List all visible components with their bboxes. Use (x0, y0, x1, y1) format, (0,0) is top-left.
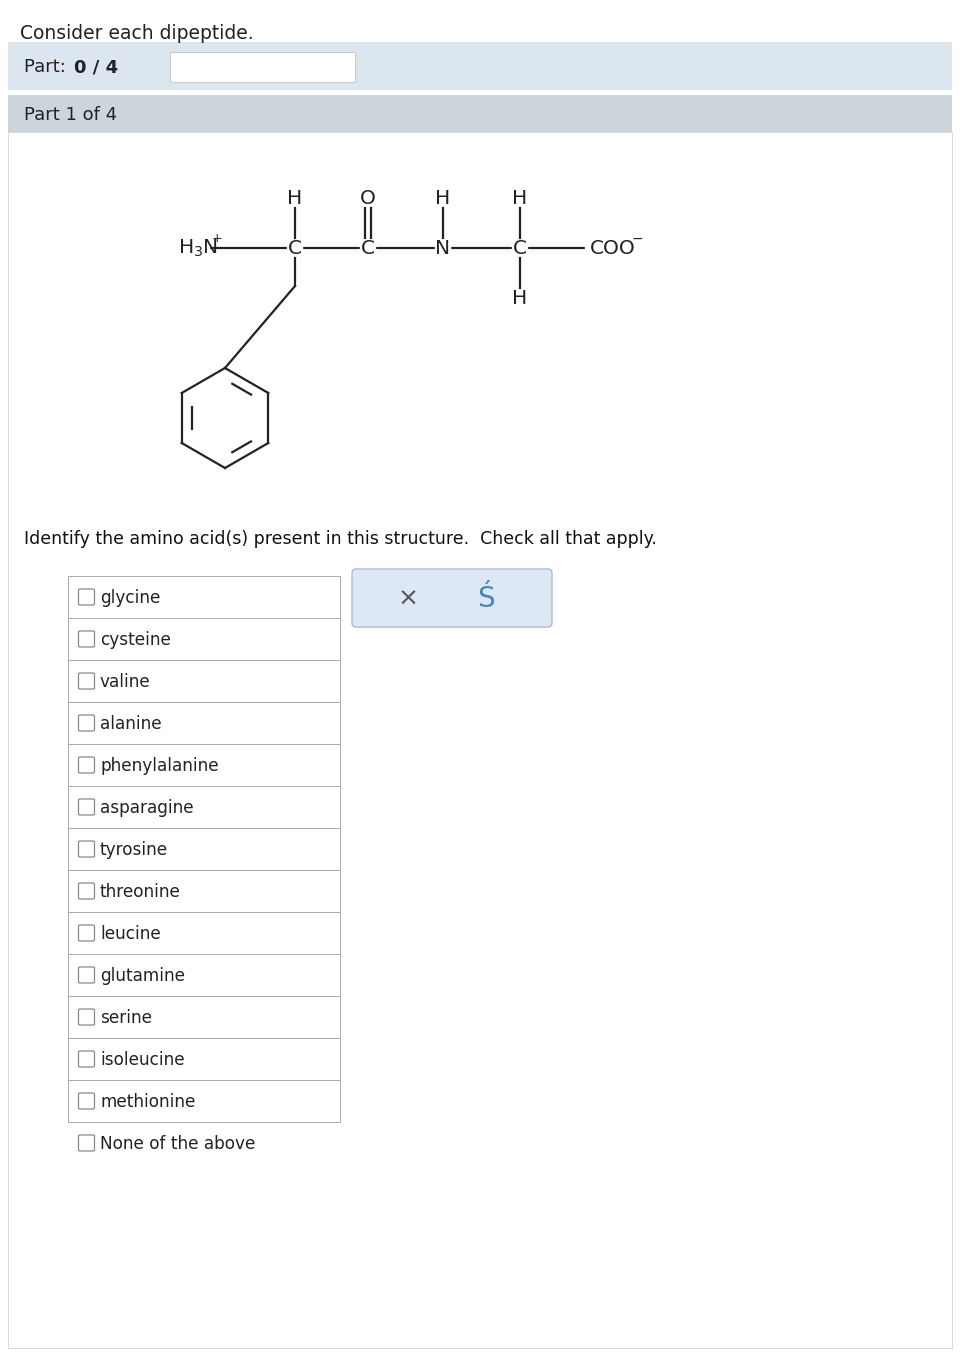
Text: ×: × (397, 588, 419, 611)
Text: glutamine: glutamine (100, 967, 185, 984)
Bar (68, 701, 340, 743)
Bar (8, 131, 952, 1349)
Text: 0 / 4: 0 / 4 (74, 58, 118, 76)
FancyBboxPatch shape (79, 715, 94, 731)
Text: Consider each dipeptide.: Consider each dipeptide. (20, 24, 253, 43)
FancyBboxPatch shape (79, 631, 94, 647)
Bar (68, 575, 340, 617)
Text: None of the above: None of the above (100, 1135, 255, 1154)
Bar (68, 913, 340, 955)
Text: C: C (288, 238, 302, 257)
Text: serine: serine (100, 1009, 152, 1026)
Bar (68, 1080, 340, 1122)
FancyBboxPatch shape (79, 1135, 94, 1151)
Text: asparagine: asparagine (100, 799, 194, 816)
Text: H: H (513, 288, 528, 307)
Bar (68, 1039, 340, 1080)
FancyBboxPatch shape (79, 673, 94, 689)
Bar (68, 659, 340, 701)
Bar (68, 871, 340, 913)
Text: H$_3$N: H$_3$N (178, 237, 218, 259)
Bar (170, 51, 355, 83)
Text: C: C (513, 238, 527, 257)
FancyBboxPatch shape (79, 1009, 94, 1025)
Text: methionine: methionine (100, 1093, 196, 1112)
Text: C: C (361, 238, 375, 257)
Bar (8, 95, 952, 131)
Text: glycine: glycine (100, 589, 160, 607)
FancyBboxPatch shape (79, 967, 94, 983)
FancyBboxPatch shape (79, 841, 94, 857)
Text: Part:: Part: (24, 58, 72, 76)
Bar (68, 617, 340, 659)
Bar (68, 787, 340, 829)
Bar (68, 743, 340, 787)
FancyBboxPatch shape (79, 799, 94, 815)
Text: Identify the amino acid(s) present in this structure.  Check all that apply.: Identify the amino acid(s) present in th… (24, 529, 657, 548)
Bar (68, 997, 340, 1039)
Bar (68, 955, 340, 997)
FancyBboxPatch shape (79, 1051, 94, 1067)
FancyBboxPatch shape (79, 1093, 94, 1109)
Text: H: H (436, 188, 450, 207)
FancyBboxPatch shape (79, 757, 94, 773)
Text: −: − (632, 232, 643, 246)
Text: COO: COO (590, 238, 636, 257)
Text: isoleucine: isoleucine (100, 1051, 184, 1070)
FancyBboxPatch shape (79, 883, 94, 899)
FancyBboxPatch shape (79, 925, 94, 941)
Text: threonine: threonine (100, 883, 180, 900)
FancyBboxPatch shape (79, 589, 94, 605)
Text: H: H (513, 188, 528, 207)
Text: H: H (287, 188, 302, 207)
Text: N: N (436, 238, 450, 257)
Text: cysteine: cysteine (100, 631, 171, 649)
Text: phenylalanine: phenylalanine (100, 757, 219, 774)
Bar (8, 42, 952, 89)
FancyBboxPatch shape (352, 569, 552, 627)
Bar (68, 829, 340, 871)
Text: Part 1 of 4: Part 1 of 4 (24, 106, 117, 123)
Text: valine: valine (100, 673, 151, 691)
Text: O: O (360, 188, 376, 207)
Text: alanine: alanine (100, 715, 161, 733)
Text: Ś: Ś (477, 585, 494, 613)
Text: +: + (212, 233, 223, 245)
Text: tyrosine: tyrosine (100, 841, 168, 858)
Text: leucine: leucine (100, 925, 160, 942)
